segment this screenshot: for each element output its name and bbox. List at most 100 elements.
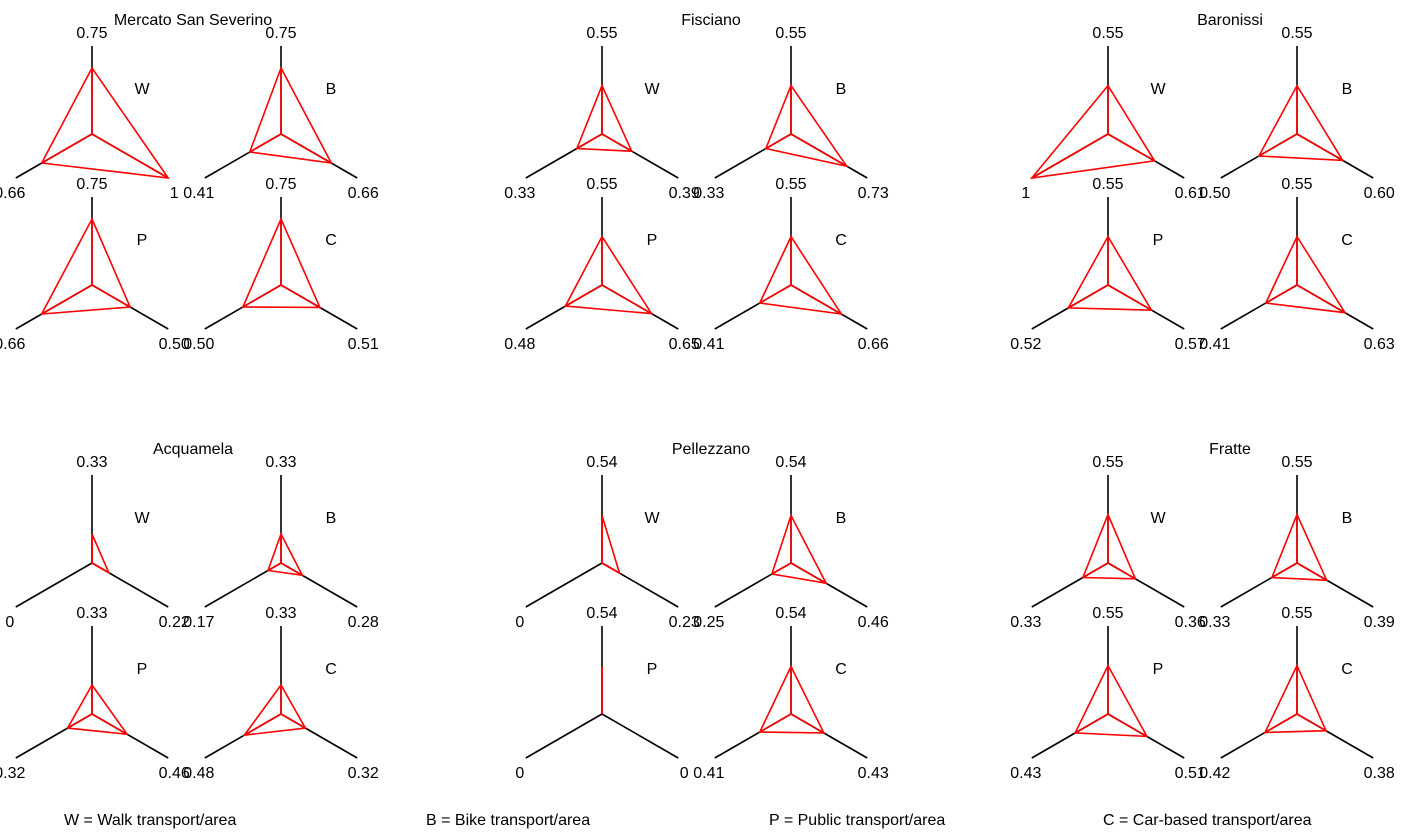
value-label-top: 0.54 — [775, 605, 806, 622]
value-triangle — [266, 531, 304, 577]
mode-label: W — [134, 510, 150, 527]
value-label-top: 0.33 — [76, 605, 107, 622]
legend-car: C = Car-based transport/area — [1103, 812, 1312, 829]
value-triangle — [241, 217, 322, 309]
value-spoke — [1107, 562, 1136, 580]
axis-line — [15, 562, 93, 608]
value-spoke — [1296, 562, 1328, 581]
value-triangle — [770, 513, 828, 585]
value-spoke — [1265, 284, 1298, 304]
radar-group-pellezzano: Pellezzano 0.54 0 0.23 W 0.54 0.25 0.46 B 0.54 0 0 P… — [515, 441, 889, 782]
value-label-bottom-right: 0.73 — [858, 185, 889, 202]
radar-group-mercato-san-severino: Mercato San Severino0.750.661W0.750.410.… — [0, 12, 379, 353]
value-label-bottom-left: 0.17 — [183, 614, 214, 631]
value-spoke — [1067, 284, 1109, 309]
value-spoke — [790, 133, 848, 167]
radar-acquamela-c: 0.33 0.48 0.32 C — [183, 605, 379, 782]
value-spoke — [790, 284, 842, 315]
value-label-bottom-right: 0.23 — [669, 614, 700, 631]
value-label-bottom-right: 0.46 — [858, 614, 889, 631]
radar-group-baronissi: Baronissi 0.55 1 0.61 W 0.55 0.50 0.60 B 0.55 0.52… — [1010, 12, 1395, 353]
value-label-bottom-left: 0.52 — [1010, 336, 1041, 353]
mode-label: C — [835, 232, 847, 249]
value-label-bottom-left: 0.43 — [1010, 765, 1041, 782]
value-label-top: 0.55 — [1092, 605, 1123, 622]
value-triangle — [242, 683, 307, 737]
value-label-top: 0.54 — [586, 605, 617, 622]
value-label-bottom-left: 0.33 — [504, 185, 535, 202]
value-triangle — [1263, 663, 1328, 734]
radar-acquamela-b: 0.33 0.17 0.28 B — [183, 454, 379, 631]
value-spoke — [1107, 133, 1155, 162]
legend-bike: B = Bike transport/area — [426, 812, 591, 829]
value-triangle — [1270, 512, 1328, 582]
value-label-top: 0.55 — [1281, 25, 1312, 42]
radar-fisciano-b: 0.55 0.33 0.73 B — [693, 25, 889, 202]
radar-fratte-w: 0.55 0.33 0.36 W — [1010, 454, 1206, 631]
value-label-top: 0.75 — [76, 25, 107, 42]
radar-fisciano-c: 0.55 0.41 0.66 C — [693, 176, 889, 353]
value-spoke — [565, 284, 603, 307]
group-title: Pellezzano — [672, 441, 750, 458]
group-title: Baronissi — [1197, 12, 1263, 29]
value-label-bottom-left: 0.48 — [504, 336, 535, 353]
value-triangle — [1257, 83, 1345, 162]
value-label-bottom-right: 0.61 — [1175, 185, 1206, 202]
legend-public: P = Public transport/area — [769, 812, 946, 829]
value-label-top: 0.33 — [76, 454, 107, 471]
value-spoke — [267, 562, 282, 572]
radar-acquamela-w: 0.33 0 0.22 W — [5, 454, 190, 631]
value-label-bottom-right: 0.66 — [348, 185, 379, 202]
value-triangle — [91, 533, 111, 575]
mode-label: C — [1341, 661, 1353, 678]
value-label-bottom-left: 0.41 — [693, 765, 724, 782]
mode-label: W — [1150, 510, 1166, 527]
value-label-top: 0.75 — [76, 176, 107, 193]
value-label-bottom-right: 0.46 — [159, 765, 190, 782]
mode-label: P — [137, 661, 148, 678]
value-label-top: 0.33 — [265, 605, 296, 622]
value-triangle — [1067, 234, 1153, 311]
value-label-bottom-right: 0.43 — [858, 765, 889, 782]
group-title: Fratte — [1209, 441, 1251, 458]
value-spoke — [1082, 562, 1109, 579]
value-label-bottom-left: 0.42 — [1199, 765, 1230, 782]
value-label-top: 0.55 — [1092, 454, 1123, 471]
radar-pellezzano-w: 0.54 0 0.23 W — [515, 454, 700, 631]
value-label-bottom-right: 0.51 — [348, 336, 379, 353]
value-triangle — [248, 66, 333, 165]
value-label-top: 0.55 — [1281, 176, 1312, 193]
value-triangle — [1029, 84, 1156, 180]
value-triangle — [564, 235, 654, 315]
value-spoke — [1296, 713, 1327, 732]
value-label-bottom-left: 0.32 — [0, 765, 25, 782]
mode-label: B — [1342, 81, 1353, 98]
value-label-bottom-left: 0.41 — [693, 336, 724, 353]
mode-label: C — [835, 661, 847, 678]
value-spoke — [280, 133, 332, 164]
value-label-top: 0.55 — [775, 25, 806, 42]
value-label-bottom-right: 0.36 — [1175, 614, 1206, 631]
value-spoke — [601, 133, 633, 152]
value-spoke — [1258, 133, 1298, 157]
value-label-top: 0.75 — [265, 25, 296, 42]
legend-walk: W = Walk transport/area — [64, 812, 237, 829]
radar-mercato-san-severino-b: 0.75 0.41 0.66 B — [183, 25, 379, 202]
value-triangle — [66, 683, 129, 736]
radar-pellezzano-p: 0.54 0 0 P — [515, 605, 688, 782]
value-spoke — [41, 133, 93, 164]
value-triangle — [575, 83, 633, 153]
value-spoke — [1107, 284, 1152, 311]
mode-label: P — [1153, 661, 1164, 678]
value-spoke — [280, 562, 303, 577]
value-label-bottom-left: 0.50 — [1199, 185, 1230, 202]
value-label-bottom-left: 0 — [5, 614, 14, 631]
radar-fratte-b: 0.55 0.33 0.39 B — [1199, 454, 1395, 631]
value-label-bottom-left: 0.50 — [183, 336, 214, 353]
axis-line — [601, 713, 679, 759]
value-label-bottom-right: 0.60 — [1364, 185, 1395, 202]
mode-label: W — [644, 81, 660, 98]
value-spoke — [67, 713, 93, 729]
